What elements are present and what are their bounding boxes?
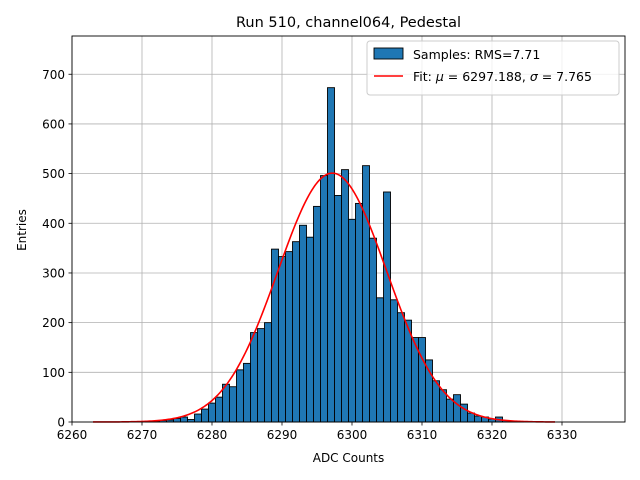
x-tick-label: 6280 <box>197 428 228 442</box>
y-tick-label: 0 <box>57 416 65 430</box>
histogram-bar <box>222 383 230 423</box>
legend: Samples: RMS=7.71 Fit: μ = 6297.188, σ =… <box>366 40 620 96</box>
histogram-bar <box>390 299 398 423</box>
x-tick-label: 6300 <box>337 428 368 442</box>
x-tick-label: 6290 <box>267 428 298 442</box>
histogram-bar <box>313 205 321 423</box>
histogram-bar <box>425 359 433 423</box>
histogram-bar <box>383 191 391 423</box>
histogram-bar <box>362 165 370 423</box>
x-tick-label: 6310 <box>407 428 438 442</box>
histogram-bar <box>194 413 202 423</box>
histogram-bar <box>348 218 356 423</box>
histogram-bar <box>418 337 426 423</box>
histogram-bar <box>355 202 363 423</box>
histogram-bar <box>334 195 342 423</box>
histogram-bar <box>264 322 272 423</box>
histogram-bar <box>236 369 244 423</box>
x-tick-label: 6270 <box>127 428 158 442</box>
legend-fit-sigma-symbol: σ <box>530 69 539 84</box>
histogram-bar <box>292 241 300 423</box>
histogram-bar <box>208 402 216 423</box>
x-tick-label: 6260 <box>57 428 88 442</box>
histogram-bar <box>180 416 188 423</box>
histogram-bar <box>306 236 314 423</box>
histogram-bars <box>145 87 524 423</box>
y-axis-ticks: 0 100 200 300 400 500 600 700 <box>42 68 72 430</box>
histogram-bar <box>257 328 265 423</box>
y-tick-label: 600 <box>42 117 65 131</box>
histogram-bar <box>201 408 209 423</box>
x-tick-label: 6320 <box>477 428 508 442</box>
y-tick-label: 100 <box>42 366 65 380</box>
y-tick-label: 500 <box>42 167 65 181</box>
legend-fit-prefix: Fit: <box>413 69 436 84</box>
histogram-bar <box>467 412 475 423</box>
histogram-bar <box>278 256 286 423</box>
histogram-bar <box>474 415 482 423</box>
y-tick-label: 400 <box>42 217 65 231</box>
axes-frame <box>71 35 626 423</box>
legend-label-fit: Fit: μ = 6297.188, σ = 7.765 <box>413 69 592 84</box>
legend-fit-mu-symbol: μ <box>435 69 444 84</box>
histogram-bar <box>285 251 293 423</box>
histogram-bar <box>243 362 251 423</box>
histogram-bar <box>215 396 223 423</box>
histogram-bar <box>250 332 258 423</box>
histogram-bar <box>327 87 335 423</box>
legend-patch-samples <box>373 47 404 60</box>
histogram-bar <box>453 394 461 423</box>
legend-box <box>366 40 620 96</box>
histogram-bar <box>320 175 328 423</box>
legend-label-samples: Samples: RMS=7.71 <box>413 47 540 62</box>
x-tick-label: 6330 <box>547 428 578 442</box>
legend-fit-mu-value: = 6297.188, <box>444 69 530 84</box>
histogram-bar <box>432 380 440 423</box>
histogram-bar <box>271 248 279 423</box>
histogram-bar <box>397 312 405 423</box>
y-axis-label: Entries <box>15 209 29 251</box>
y-tick-label: 200 <box>42 316 65 330</box>
y-tick-label: 700 <box>42 68 65 82</box>
chart-title: Run 510, channel064, Pedestal <box>236 15 461 31</box>
histogram-bar <box>446 398 454 423</box>
x-axis-ticks: 6260 6270 6280 6290 6300 6310 6320 6330 <box>57 422 578 442</box>
legend-fit-sigma-value: = 7.765 <box>538 69 592 84</box>
histogram-bar <box>369 237 377 423</box>
histogram-bar <box>341 169 349 423</box>
fit-curve <box>93 172 555 423</box>
y-tick-label: 300 <box>42 266 65 280</box>
histogram-bar <box>229 386 237 423</box>
histogram-bar <box>376 297 384 423</box>
x-axis-label: ADC Counts <box>313 451 385 465</box>
histogram-bar <box>299 224 307 423</box>
